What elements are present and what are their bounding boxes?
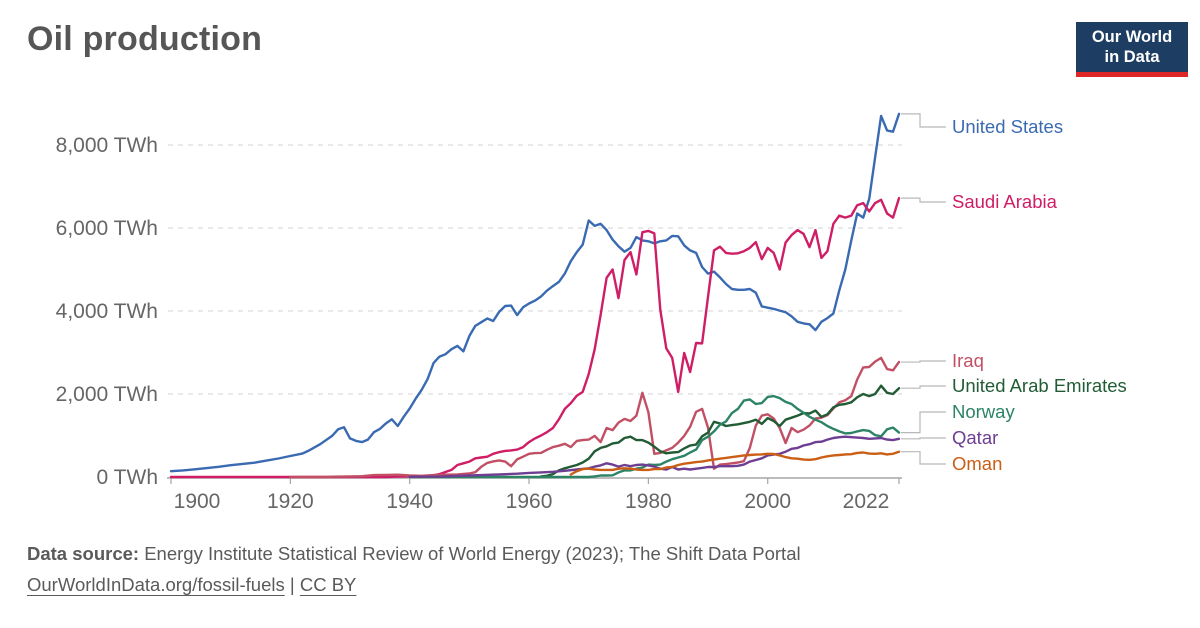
legend-connector-saudi-arabia [901, 197, 946, 203]
legend-label-saudi-arabia[interactable]: Saudi Arabia [952, 191, 1058, 212]
data-source-label: Data source: [27, 543, 140, 564]
footer-separator: | [284, 573, 300, 595]
series-line-oman[interactable] [569, 450, 901, 476]
owid-url-link[interactable]: OurWorldInData.org/fossil-fuels [27, 573, 285, 595]
owid-logo-line2: in Data [1104, 48, 1160, 66]
legend-connector-iraq [901, 360, 946, 363]
legend-label-norway[interactable]: Norway [952, 401, 1015, 422]
legend-label-united-states[interactable]: United States [952, 116, 1063, 137]
x-axis-label-2000: 2000 [744, 490, 791, 513]
legend-connector-united-arab-emirates [901, 385, 946, 389]
series-line-united-states[interactable] [169, 112, 901, 473]
x-axis-label-1980: 1980 [625, 490, 672, 513]
x-axis-label-1940: 1940 [386, 490, 433, 513]
series-line-saudi-arabia[interactable] [169, 196, 901, 479]
legend-label-united-arab-emirates[interactable]: United Arab Emirates [952, 375, 1127, 396]
legend-connector-oman [901, 451, 946, 465]
y-axis-label-4000: 4,000 TWh [56, 300, 158, 323]
legend-label-qatar[interactable]: Qatar [952, 427, 998, 448]
footer-links: OurWorldInData.org/fossil-fuels | CC BY [27, 572, 1167, 599]
x-axis-label-1960: 1960 [506, 490, 553, 513]
x-axis-label-1920: 1920 [267, 490, 314, 513]
y-axis-label-6000: 6,000 TWh [56, 217, 158, 240]
owid-logo[interactable]: Our World in Data [1076, 22, 1188, 77]
data-source-note: Data source: Energy Institute Statistica… [27, 541, 1167, 568]
y-axis-label-8000: 8,000 TWh [56, 134, 158, 157]
legend-label-oman[interactable]: Oman [952, 453, 1002, 474]
footer: Data source: Energy Institute Statistica… [27, 541, 1167, 599]
y-axis-label-2000: 2,000 TWh [56, 383, 158, 406]
x-axis-label-1900: 1900 [174, 490, 221, 513]
license-link[interactable]: CC BY [299, 573, 357, 595]
data-source-text: Energy Institute Statistical Review of W… [139, 543, 801, 564]
legend-label-iraq[interactable]: Iraq [952, 350, 984, 371]
owid-logo-line1: Our World [1091, 27, 1173, 46]
y-axis-label-0: 0 TWh [97, 466, 158, 489]
x-axis-label-2022: 2022 [843, 490, 890, 513]
legend-connector-united-states [901, 113, 946, 128]
legend-connector-qatar [901, 437, 946, 440]
legend-connector-norway [901, 411, 946, 434]
page-title: Oil production [27, 20, 263, 58]
